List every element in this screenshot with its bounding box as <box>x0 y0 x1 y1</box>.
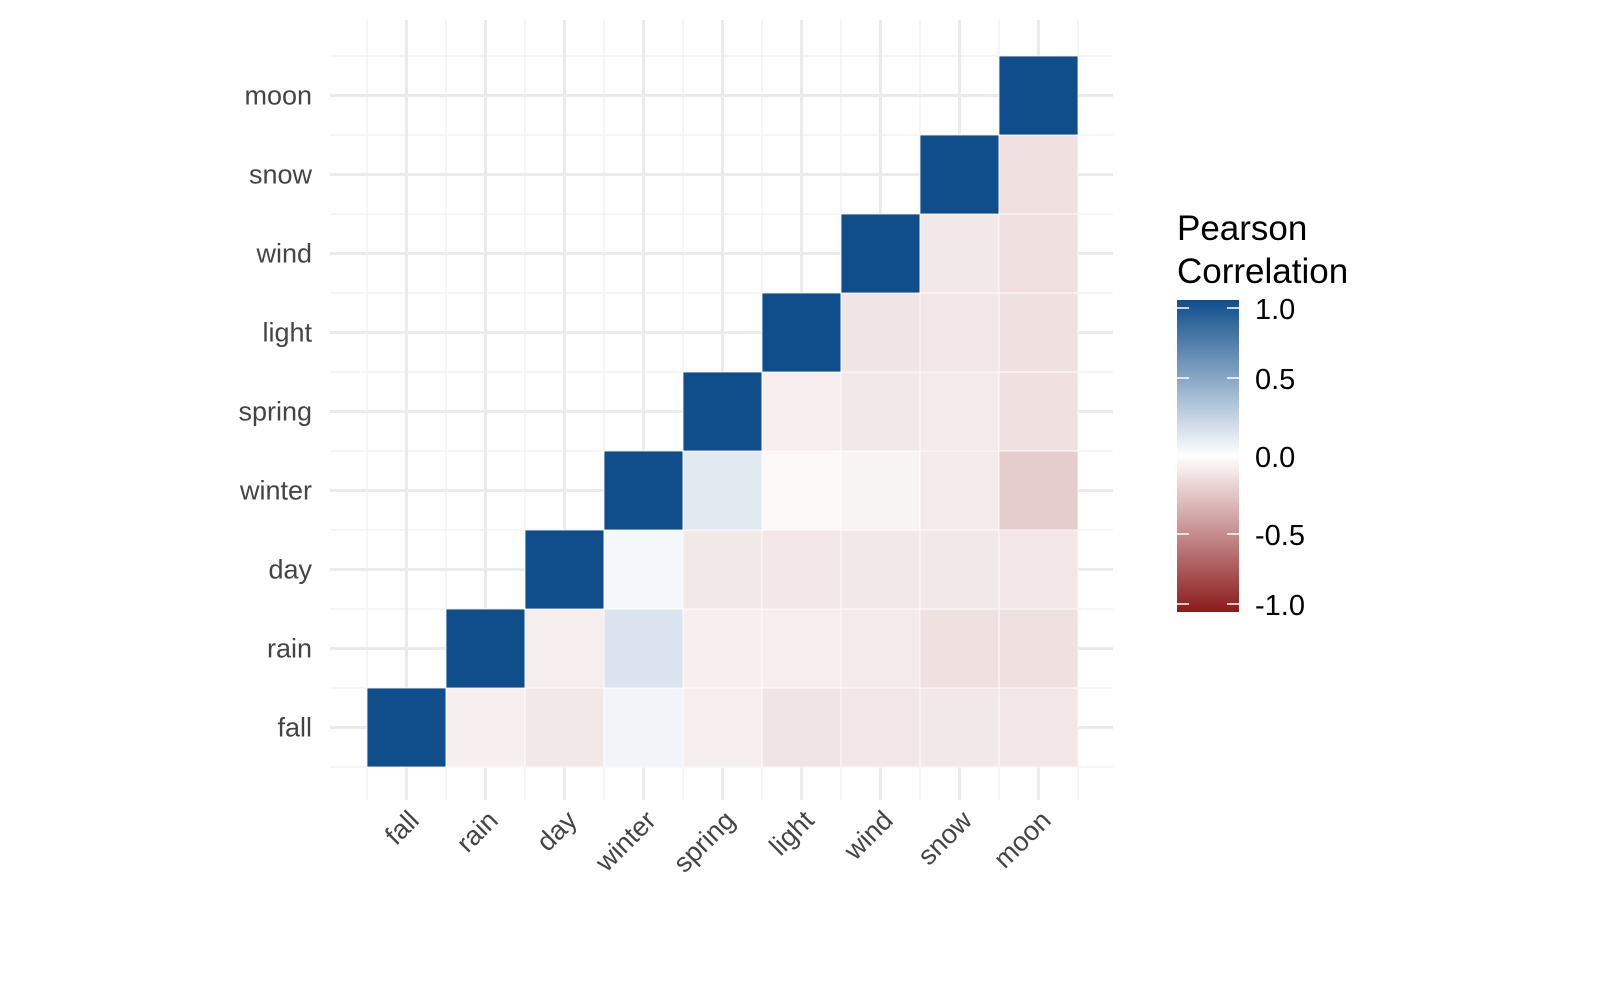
heatmap-cell-rain-day <box>524 608 605 689</box>
y-tick-label: spring <box>238 397 312 427</box>
heatmap-cell-day-moon <box>998 529 1079 610</box>
heatmap-cell-spring-wind <box>840 371 921 452</box>
heatmap-cell-rain-rain <box>445 608 526 689</box>
legend-tick-label: 0.0 <box>1255 442 1295 474</box>
heatmap-cell-day-spring <box>682 529 763 610</box>
y-tick-label: wind <box>255 239 312 269</box>
heatmap-cell-wind-snow <box>919 213 1000 294</box>
heatmap-tiles <box>366 55 1079 768</box>
y-tick-label: moon <box>244 81 312 111</box>
legend-tick-label: -1.0 <box>1255 590 1305 622</box>
heatmap-cell-day-winter <box>603 529 684 610</box>
heatmap-cell-fall-light <box>761 687 842 768</box>
legend-title-line-1: Pearson <box>1177 209 1307 248</box>
legend-tick-label: -0.5 <box>1255 520 1305 552</box>
x-tick-label: moon <box>988 805 1057 874</box>
heatmap-cell-spring-spring <box>682 371 763 452</box>
heatmap-cell-snow-moon <box>998 134 1079 215</box>
heatmap-cell-winter-winter <box>603 450 684 531</box>
y-tick-label: rain <box>267 634 312 664</box>
heatmap-cell-light-moon <box>998 292 1079 373</box>
heatmap-cell-spring-light <box>761 371 842 452</box>
y-tick-label: light <box>262 318 312 348</box>
y-axis-labels: fall rain day winter spring light wind snow moon <box>238 81 312 743</box>
heatmap-cell-rain-snow <box>919 608 1000 689</box>
legend-tick-label: 0.5 <box>1255 364 1295 396</box>
x-tick-label: wind <box>838 805 899 866</box>
heatmap-cell-snow-snow <box>919 134 1000 215</box>
heatmap-cell-winter-light <box>761 450 842 531</box>
x-tick-label: light <box>764 805 821 862</box>
heatmap-cell-rain-light <box>761 608 842 689</box>
heatmap-cell-fall-winter <box>603 687 684 768</box>
heatmap-cell-fall-rain <box>445 687 526 768</box>
heatmap-cell-fall-moon <box>998 687 1079 768</box>
heatmap-cell-winter-spring <box>682 450 763 531</box>
x-tick-label: fall <box>379 805 425 851</box>
x-tick-label: spring <box>668 805 741 878</box>
heatmap-cell-day-day <box>524 529 605 610</box>
heatmap-cell-moon-moon <box>998 55 1079 136</box>
heatmap-cell-wind-wind <box>840 213 921 294</box>
y-tick-label: fall <box>277 713 312 743</box>
heatmap-cell-fall-spring <box>682 687 763 768</box>
x-tick-label: rain <box>451 805 504 858</box>
heatmap-cell-winter-snow <box>919 450 1000 531</box>
x-tick-label: day <box>531 805 583 857</box>
heatmap-cell-winter-moon <box>998 450 1079 531</box>
heatmap-cell-light-light <box>761 292 842 373</box>
heatmap-cell-fall-wind <box>840 687 921 768</box>
y-tick-label: day <box>268 555 312 585</box>
heatmap-cell-day-wind <box>840 529 921 610</box>
heatmap-cell-light-wind <box>840 292 921 373</box>
heatmap-cell-light-snow <box>919 292 1000 373</box>
heatmap-cell-rain-spring <box>682 608 763 689</box>
x-tick-label: snow <box>912 805 978 871</box>
x-axis-labels: fall rain day winter spring light wind snow moon <box>379 805 1057 879</box>
heatmap-cell-fall-day <box>524 687 605 768</box>
heatmap-cell-spring-snow <box>919 371 1000 452</box>
heatmap-cell-rain-winter <box>603 608 684 689</box>
heatmap-cell-rain-wind <box>840 608 921 689</box>
heatmap-cell-fall-snow <box>919 687 1000 768</box>
heatmap-cell-rain-moon <box>998 608 1079 689</box>
heatmap-cell-day-light <box>761 529 842 610</box>
legend-tick-label: 1.0 <box>1255 294 1295 326</box>
legend-title-line-2: Correlation <box>1177 252 1348 291</box>
heatmap-cell-winter-wind <box>840 450 921 531</box>
heatmap-cell-spring-moon <box>998 371 1079 452</box>
legend: Pearson Correlation 1.0 0.5 0.0 -0.5 -1.0 <box>1177 209 1348 622</box>
y-tick-label: winter <box>239 476 312 506</box>
heatmap-cell-day-snow <box>919 529 1000 610</box>
y-tick-label: snow <box>249 160 313 190</box>
x-tick-label: winter <box>589 805 662 878</box>
heatmap-cell-fall-fall <box>366 687 447 768</box>
heatmap-cell-wind-moon <box>998 213 1079 294</box>
